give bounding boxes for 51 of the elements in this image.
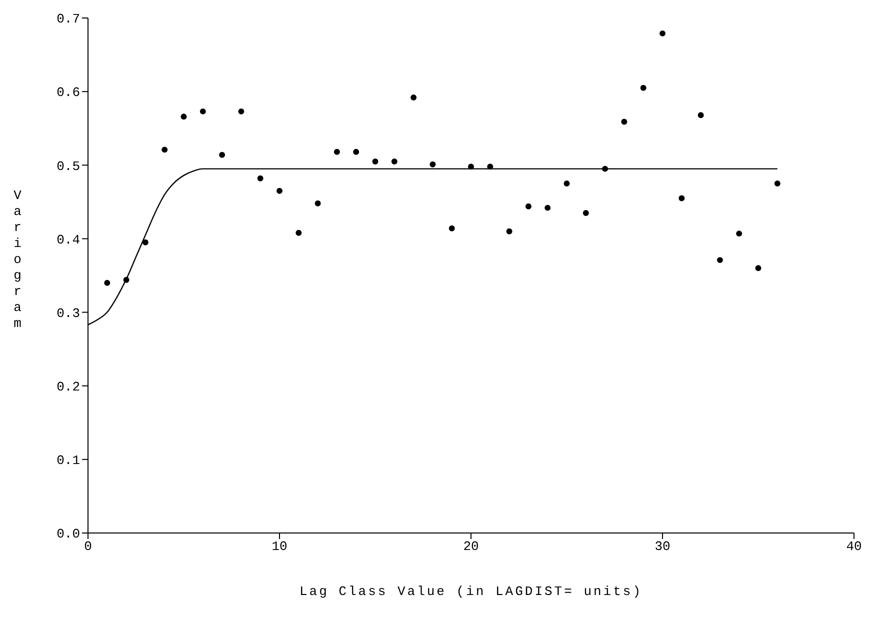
x-tick-label: 20	[463, 539, 479, 554]
point	[219, 152, 226, 158]
point	[755, 265, 762, 272]
point	[448, 225, 455, 232]
point	[391, 158, 398, 164]
point	[162, 146, 168, 153]
x-tick-label: 40	[846, 539, 862, 554]
point	[582, 210, 589, 216]
y-tick-label: 0.2	[56, 379, 80, 394]
point	[640, 84, 646, 91]
point	[716, 257, 723, 264]
point	[525, 203, 532, 210]
y-tick-label: 0.6	[56, 85, 80, 100]
point	[276, 188, 282, 194]
point	[544, 204, 551, 211]
y-tick-label: 0.5	[56, 158, 80, 174]
point	[180, 114, 187, 120]
point	[678, 195, 685, 202]
point	[506, 228, 512, 234]
point	[621, 118, 628, 125]
point	[296, 230, 302, 236]
point	[257, 175, 264, 182]
point	[104, 280, 110, 286]
y-tick-label: 0.3	[56, 306, 80, 321]
point	[468, 164, 474, 170]
point	[736, 230, 742, 237]
x-tick-label: 0	[84, 539, 92, 554]
point	[564, 180, 570, 187]
point	[334, 148, 340, 155]
y-tick-label: 0.7	[56, 12, 80, 27]
point	[200, 108, 206, 114]
point	[774, 180, 780, 187]
point	[430, 161, 436, 168]
y-axis-title: Variogram	[10, 188, 25, 332]
x-tick-label: 10	[272, 539, 288, 554]
y-tick-label: 0.0	[56, 526, 80, 542]
point	[660, 30, 666, 36]
y-tick-label: 0.1	[56, 453, 80, 468]
point	[314, 200, 321, 206]
y-tick-label: 0.4	[56, 232, 80, 248]
point	[698, 112, 704, 118]
point	[410, 94, 417, 100]
point	[142, 239, 148, 246]
point	[602, 166, 608, 172]
point	[238, 108, 244, 114]
point	[123, 276, 130, 283]
point	[353, 148, 360, 155]
point	[487, 164, 494, 170]
x-axis-title: Lag Class Value (in LAGDIST= units)	[299, 584, 643, 599]
x-tick-label: 30	[654, 539, 670, 554]
point	[372, 158, 378, 164]
